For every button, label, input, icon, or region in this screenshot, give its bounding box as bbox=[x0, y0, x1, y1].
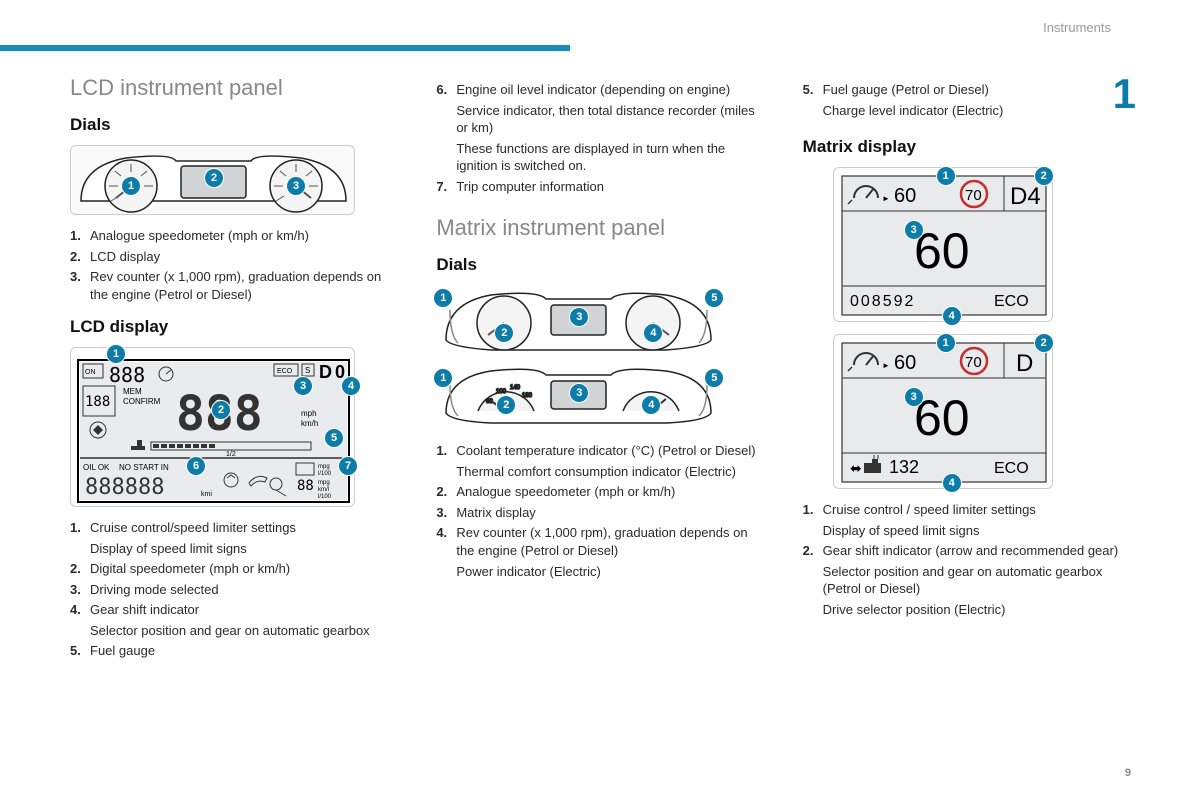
svg-text:888888: 888888 bbox=[85, 475, 164, 500]
col3-cont-list: 5.Fuel gauge (Petrol or Diesel) Charge l… bbox=[803, 81, 1131, 119]
callout-4: 4 bbox=[942, 473, 962, 493]
svg-text:l/100: l/100 bbox=[318, 471, 332, 477]
matrix-display-list: 1.Cruise control / speed limiter setting… bbox=[803, 501, 1131, 618]
svg-text:►: ► bbox=[882, 361, 890, 370]
column-3: 5.Fuel gauge (Petrol or Diesel) Charge l… bbox=[803, 75, 1131, 663]
svg-text:888: 888 bbox=[109, 363, 145, 387]
page-number: 9 bbox=[1125, 767, 1131, 779]
svg-text:►: ► bbox=[882, 194, 890, 203]
accent-bar bbox=[0, 45, 570, 51]
lcd-display-heading: LCD display bbox=[70, 317, 398, 337]
column-2: 6.Engine oil level indicator (depending … bbox=[436, 75, 764, 663]
svg-text:60: 60 bbox=[894, 185, 916, 207]
svg-text:88: 88 bbox=[297, 478, 314, 494]
svg-text:ECO: ECO bbox=[994, 460, 1029, 477]
callout-1: 1 bbox=[936, 333, 956, 353]
callout-4: 4 bbox=[341, 376, 361, 396]
svg-text:D: D bbox=[319, 362, 332, 382]
dials-list: 1.Analogue speedometer (mph or km/h) 2.L… bbox=[70, 227, 398, 303]
matrix-panel-title: Matrix instrument panel bbox=[436, 215, 764, 241]
callout-3: 3 bbox=[286, 176, 306, 196]
svg-text:1/2: 1/2 bbox=[226, 451, 236, 458]
svg-text:D4: D4 bbox=[1010, 183, 1041, 210]
matrix-display-2: ► 60 70 D 60 ⬌ 132 ECO 1 2 3 4 bbox=[833, 334, 1053, 489]
callout-2: 2 bbox=[1034, 166, 1054, 186]
matrix-dials-list: 1.Coolant temperature indicator (°C) (Pe… bbox=[436, 442, 764, 580]
svg-text:ECO: ECO bbox=[277, 368, 293, 375]
svg-text:70: 70 bbox=[965, 187, 982, 204]
callout-2: 2 bbox=[1034, 333, 1054, 353]
svg-text:kmi: kmi bbox=[201, 491, 212, 498]
svg-text:km/h: km/h bbox=[301, 419, 318, 428]
svg-text:ON: ON bbox=[85, 369, 96, 376]
svg-text:188: 188 bbox=[85, 394, 110, 410]
svg-text:140: 140 bbox=[510, 385, 521, 391]
lcd-panel-title: LCD instrument panel bbox=[70, 75, 398, 101]
callout-1: 1 bbox=[936, 166, 956, 186]
svg-text:ECO: ECO bbox=[994, 293, 1029, 310]
dials-heading: Dials bbox=[70, 115, 398, 135]
svg-text:OIL OK: OIL OK bbox=[83, 463, 110, 472]
matrix-display-heading: Matrix display bbox=[803, 137, 1131, 157]
svg-text:S: S bbox=[305, 366, 310, 375]
lcd-display-diagram: ON 888 ECO S D 0 188 MEM CONFIRM 888 mph… bbox=[70, 347, 355, 507]
callout-5a: 5 bbox=[704, 288, 724, 308]
lcd-list: 1.Cruise control/speed limiter settings … bbox=[70, 519, 398, 660]
matrix-dials-heading: Dials bbox=[436, 255, 764, 275]
svg-text:70: 70 bbox=[965, 354, 982, 371]
svg-text:NO START IN: NO START IN bbox=[119, 463, 169, 472]
svg-text:D: D bbox=[1016, 350, 1033, 377]
svg-text:180: 180 bbox=[522, 393, 533, 399]
svg-text:⬌: ⬌ bbox=[850, 460, 862, 476]
col2-cont-list: 6.Engine oil level indicator (depending … bbox=[436, 81, 764, 195]
svg-text:008592: 008592 bbox=[850, 293, 915, 310]
callout-3: 3 bbox=[904, 387, 924, 407]
column-1: LCD instrument panel Dials 1 2 3 bbox=[70, 75, 398, 663]
callout-4: 4 bbox=[942, 306, 962, 326]
callout-2: 2 bbox=[204, 168, 224, 188]
chapter-label: Instruments bbox=[1043, 20, 1111, 35]
callout-1: 1 bbox=[121, 176, 141, 196]
svg-text:MEM: MEM bbox=[123, 387, 142, 396]
svg-text:60: 60 bbox=[894, 352, 916, 374]
svg-text:132: 132 bbox=[889, 457, 919, 477]
svg-text:CONFIRM: CONFIRM bbox=[123, 397, 161, 406]
lcd-dials-diagram: 1 2 3 bbox=[70, 145, 355, 215]
svg-text:l/100: l/100 bbox=[318, 494, 332, 500]
callout-3: 3 bbox=[904, 220, 924, 240]
callout-5b: 5 bbox=[704, 368, 724, 388]
svg-text:mpg: mpg bbox=[318, 464, 330, 470]
svg-text:mph: mph bbox=[301, 409, 317, 418]
svg-text:mpg: mpg bbox=[318, 480, 330, 486]
matrix-dials-diagram: 60100140180 1 2 3 4 5 1 2 3 4 5 bbox=[436, 285, 721, 430]
svg-text:km/l: km/l bbox=[318, 487, 329, 493]
matrix-display-1: ► 60 70 D4 60 008592 ECO 1 2 3 4 bbox=[833, 167, 1053, 322]
